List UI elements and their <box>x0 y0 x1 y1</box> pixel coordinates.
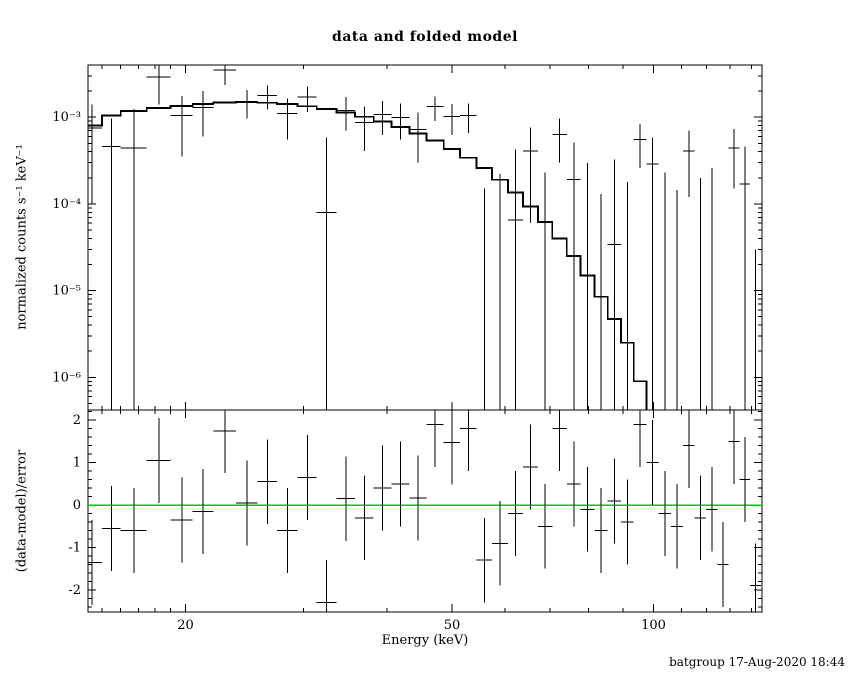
svg-text:1: 1 <box>73 456 81 471</box>
y-axis-ticks-spectrum: 10⁻³ 10⁻⁴ 10⁻⁵ 10⁻⁶ <box>52 75 762 404</box>
spectrum-data-points <box>88 65 757 410</box>
svg-text:0: 0 <box>73 498 81 513</box>
model-line <box>88 101 648 410</box>
svg-text:-1: -1 <box>68 540 81 555</box>
plot-title: data and folded model <box>332 29 518 45</box>
y-axis-ticks-residuals: 2 1 0 -1 -2 <box>68 411 762 608</box>
svg-text:10⁻⁵: 10⁻⁵ <box>52 284 81 299</box>
svg-text:20: 20 <box>177 618 194 633</box>
svg-text:2: 2 <box>73 413 81 428</box>
svg-text:-2: -2 <box>68 583 81 598</box>
residual-data-points <box>88 410 761 612</box>
x-axis-ticks: 20 50 100 <box>101 65 752 633</box>
svg-text:50: 50 <box>444 618 461 633</box>
axes-frame <box>87 64 763 613</box>
svg-text:10⁻⁶: 10⁻⁶ <box>52 370 81 385</box>
svg-text:10⁻³: 10⁻³ <box>52 110 81 125</box>
x-axis-label: Energy (keV) <box>381 633 469 648</box>
svg-text:100: 100 <box>641 618 666 633</box>
timestamp-caption: batgroup 17-Aug-2020 18:44 <box>669 655 845 669</box>
svg-text:10⁻⁴: 10⁻⁴ <box>52 197 81 212</box>
